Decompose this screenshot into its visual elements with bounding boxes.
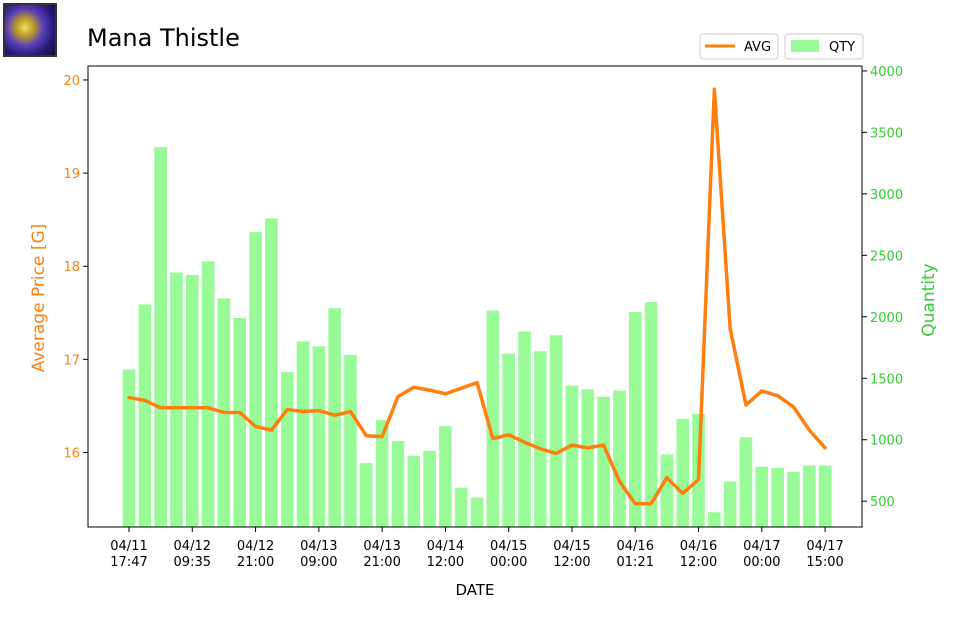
quantity-bar	[470, 497, 484, 527]
quantity-bar	[723, 481, 737, 527]
quantity-bar	[280, 372, 294, 527]
x-tick-label-time: 12:00	[553, 555, 590, 570]
quantity-bar	[439, 426, 452, 527]
quantity-bar	[486, 310, 500, 527]
quantity-bar	[644, 302, 658, 527]
quantity-bar	[407, 455, 421, 527]
x-tick-label-time: 01:21	[617, 555, 654, 570]
quantity-bar	[565, 385, 579, 527]
quantity-bars	[122, 147, 832, 527]
x-tick-label-time: 09:00	[300, 555, 337, 570]
right-y-tick-label: 2500	[870, 249, 903, 264]
x-tick-label-date: 04/14	[427, 539, 464, 554]
right-y-tick-label: 1500	[870, 372, 903, 387]
plot-frame	[87, 65, 863, 528]
quantity-bar	[613, 390, 626, 527]
quantity-bar	[344, 354, 357, 527]
x-tick-label-time: 17:47	[110, 555, 147, 570]
right-y-tick-label: 3000	[870, 188, 903, 203]
x-tick-label-time: 21:00	[363, 555, 400, 570]
quantity-bar	[454, 487, 468, 527]
quantity-bar	[755, 466, 769, 527]
quantity-bar	[265, 218, 278, 527]
quantity-bar	[802, 465, 816, 527]
right-y-tick-label: 2000	[870, 311, 903, 326]
x-tick-label-date: 04/16	[617, 539, 654, 554]
average-price-line	[127, 87, 827, 506]
left-y-axis-label: Average Price [G]	[29, 224, 49, 373]
chart-title: Mana Thistle	[87, 24, 240, 52]
quantity-bar	[518, 331, 531, 527]
left-y-axis: 16 17 18 19 20	[63, 74, 88, 461]
x-tick-label-time: 15:00	[806, 555, 843, 570]
x-tick-label-date: 04/17	[806, 539, 843, 554]
x-tick-label-time: 00:00	[743, 555, 780, 570]
right-y-axis-label: Quantity	[919, 263, 939, 336]
quantity-bar	[122, 369, 136, 527]
x-tick-label-date: 04/15	[490, 539, 527, 554]
quantity-bar	[170, 272, 183, 527]
mana-thistle-item-icon	[3, 3, 57, 57]
quantity-bar	[787, 471, 800, 527]
right-y-tick-label: 1000	[870, 434, 903, 449]
quantity-bar	[549, 335, 563, 527]
quantity-bar	[360, 463, 373, 527]
x-tick-label-date: 04/12	[174, 539, 211, 554]
quantity-bar	[312, 346, 326, 527]
left-y-tick-label: 18	[63, 260, 80, 275]
quantity-bar	[818, 465, 832, 527]
legend: AVG QTY	[699, 33, 864, 60]
x-tick-label-date: 04/11	[110, 539, 147, 554]
x-axis-label: DATE	[455, 581, 494, 599]
quantity-bar	[154, 147, 167, 527]
x-tick-label-time: 21:00	[237, 555, 274, 570]
legend-box-avg	[699, 33, 779, 60]
x-tick-label-date: 04/13	[363, 539, 400, 554]
average-price-line-group	[127, 87, 827, 506]
legend-qty-label: QTY	[829, 40, 855, 55]
quantity-bar	[581, 389, 595, 527]
quantity-bar	[249, 231, 262, 527]
right-y-tick-label: 3500	[870, 126, 903, 141]
quantity-bar	[534, 351, 547, 527]
x-tick-label-date: 04/13	[300, 539, 337, 554]
left-y-tick-label: 16	[63, 446, 80, 461]
quantity-bar	[739, 437, 753, 527]
quantity-bar	[201, 261, 215, 527]
quantity-bar	[391, 440, 405, 527]
quantity-bar	[676, 418, 689, 527]
legend-qty-swatch	[791, 40, 819, 52]
x-tick-label-date: 04/17	[743, 539, 780, 554]
legend-avg-label: AVG	[744, 40, 771, 55]
x-tick-label-date: 04/12	[237, 539, 274, 554]
x-tick-label-date: 04/15	[553, 539, 590, 554]
left-y-tick-label: 17	[63, 353, 80, 368]
left-y-tick-label: 20	[63, 74, 80, 89]
quantity-bar	[502, 353, 515, 527]
quantity-bar	[185, 274, 199, 527]
right-y-tick-label: 4000	[870, 65, 903, 80]
x-tick-label-date: 04/16	[680, 539, 717, 554]
x-axis: 04/1117:4704/1209:3504/1221:0004/1309:00…	[110, 527, 844, 570]
quantity-bar	[375, 420, 389, 527]
x-tick-label-time: 09:35	[174, 555, 211, 570]
x-tick-label-time: 12:00	[680, 555, 717, 570]
x-tick-label-time: 00:00	[490, 555, 527, 570]
quantity-bar	[138, 304, 152, 527]
quantity-bar	[660, 454, 674, 527]
quantity-bar	[233, 318, 247, 527]
quantity-bar	[423, 450, 436, 527]
right-y-tick-label: 500	[870, 495, 895, 510]
left-y-tick-label: 19	[63, 167, 80, 182]
quantity-bar	[597, 396, 610, 527]
quantity-bar	[296, 341, 310, 527]
quantity-bar	[708, 512, 721, 527]
right-y-axis: 500 1000 1500 2000 2500 3000 3500 4000	[862, 65, 903, 510]
quantity-bar	[628, 311, 642, 527]
x-tick-label-time: 12:00	[427, 555, 464, 570]
quantity-bar	[328, 308, 341, 527]
quantity-bar	[771, 467, 784, 527]
